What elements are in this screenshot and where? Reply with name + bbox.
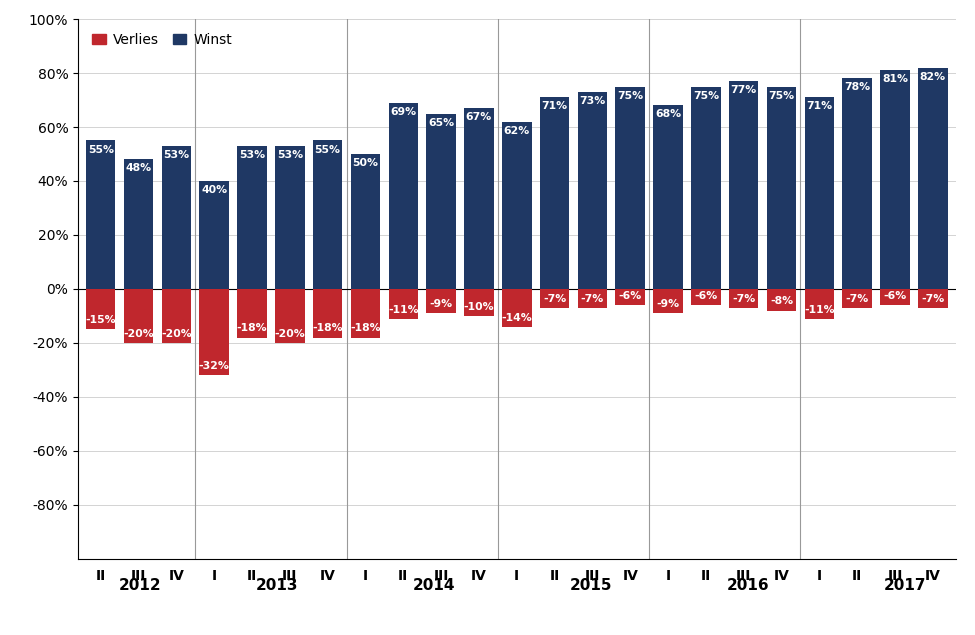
Bar: [124, 159, 153, 289]
Text: 48%: 48%: [126, 163, 151, 173]
Text: 40%: 40%: [201, 185, 227, 195]
Bar: [502, 122, 531, 289]
Bar: [351, 154, 380, 289]
Bar: [86, 289, 115, 330]
Bar: [388, 103, 418, 289]
Bar: [842, 289, 872, 308]
Text: 71%: 71%: [541, 102, 567, 111]
Bar: [918, 68, 948, 289]
Bar: [313, 289, 342, 338]
Text: 65%: 65%: [428, 117, 454, 128]
Bar: [464, 289, 493, 316]
Text: 73%: 73%: [579, 96, 605, 106]
Bar: [842, 79, 872, 289]
Bar: [351, 289, 380, 338]
Text: -14%: -14%: [501, 312, 532, 323]
Text: -7%: -7%: [543, 294, 566, 304]
Text: -11%: -11%: [804, 305, 835, 314]
Bar: [653, 289, 682, 313]
Bar: [313, 140, 342, 289]
Text: -9%: -9%: [430, 299, 452, 309]
Bar: [766, 289, 797, 311]
Legend: Verlies, Winst: Verlies, Winst: [85, 26, 239, 54]
Text: -20%: -20%: [161, 329, 192, 339]
Text: -18%: -18%: [237, 323, 267, 333]
Text: -6%: -6%: [694, 291, 718, 301]
Text: -8%: -8%: [770, 297, 793, 307]
Text: 75%: 75%: [617, 91, 644, 100]
Text: 69%: 69%: [390, 107, 416, 117]
Bar: [691, 289, 721, 305]
Bar: [502, 289, 531, 327]
Text: -20%: -20%: [123, 329, 154, 339]
Text: 2013: 2013: [255, 578, 298, 593]
Text: 55%: 55%: [88, 145, 114, 154]
Bar: [162, 289, 191, 343]
Text: -10%: -10%: [464, 302, 494, 312]
Bar: [615, 289, 645, 305]
Text: 2014: 2014: [412, 578, 455, 593]
Bar: [766, 86, 797, 289]
Bar: [200, 289, 229, 375]
Text: -6%: -6%: [618, 291, 642, 301]
Bar: [388, 289, 418, 319]
Text: 68%: 68%: [655, 109, 682, 119]
Text: -9%: -9%: [656, 299, 680, 309]
Text: 71%: 71%: [806, 102, 833, 111]
Bar: [86, 140, 115, 289]
Text: 53%: 53%: [239, 150, 265, 160]
Bar: [426, 114, 456, 289]
Text: 50%: 50%: [352, 158, 378, 168]
Text: -7%: -7%: [845, 294, 869, 304]
Text: 53%: 53%: [277, 150, 303, 160]
Text: 77%: 77%: [730, 85, 757, 95]
Bar: [200, 181, 229, 289]
Bar: [804, 97, 834, 289]
Text: 75%: 75%: [693, 91, 719, 100]
Text: 81%: 81%: [882, 74, 908, 84]
Bar: [880, 70, 910, 289]
Bar: [540, 289, 569, 308]
Bar: [237, 146, 267, 289]
Text: 2012: 2012: [119, 578, 161, 593]
Bar: [653, 105, 682, 289]
Bar: [275, 289, 304, 343]
Text: -7%: -7%: [581, 294, 604, 304]
Text: -6%: -6%: [883, 291, 907, 301]
Bar: [729, 81, 759, 289]
Text: 2017: 2017: [883, 578, 926, 593]
Bar: [124, 289, 153, 343]
Text: -18%: -18%: [312, 323, 343, 333]
Bar: [615, 86, 645, 289]
Text: 55%: 55%: [315, 145, 340, 154]
Text: 62%: 62%: [504, 126, 529, 136]
Text: -7%: -7%: [921, 294, 945, 304]
Text: 75%: 75%: [768, 91, 795, 100]
Bar: [464, 108, 493, 289]
Text: 2015: 2015: [569, 578, 612, 593]
Bar: [275, 146, 304, 289]
Bar: [426, 289, 456, 313]
Text: 78%: 78%: [844, 83, 871, 93]
Bar: [691, 86, 721, 289]
Bar: [577, 92, 607, 289]
Text: -32%: -32%: [199, 361, 229, 371]
Text: -11%: -11%: [388, 305, 418, 314]
Bar: [804, 289, 834, 319]
Text: -15%: -15%: [86, 316, 116, 325]
Bar: [880, 289, 910, 305]
Text: -7%: -7%: [732, 294, 756, 304]
Text: -18%: -18%: [350, 323, 381, 333]
Bar: [162, 146, 191, 289]
Text: 67%: 67%: [466, 112, 492, 122]
Bar: [237, 289, 267, 338]
Text: 82%: 82%: [919, 72, 946, 82]
Text: 2016: 2016: [726, 578, 769, 593]
Bar: [729, 289, 759, 308]
Bar: [577, 289, 607, 308]
Text: 53%: 53%: [163, 150, 189, 160]
Text: -20%: -20%: [274, 329, 305, 339]
Bar: [540, 97, 569, 289]
Bar: [918, 289, 948, 308]
